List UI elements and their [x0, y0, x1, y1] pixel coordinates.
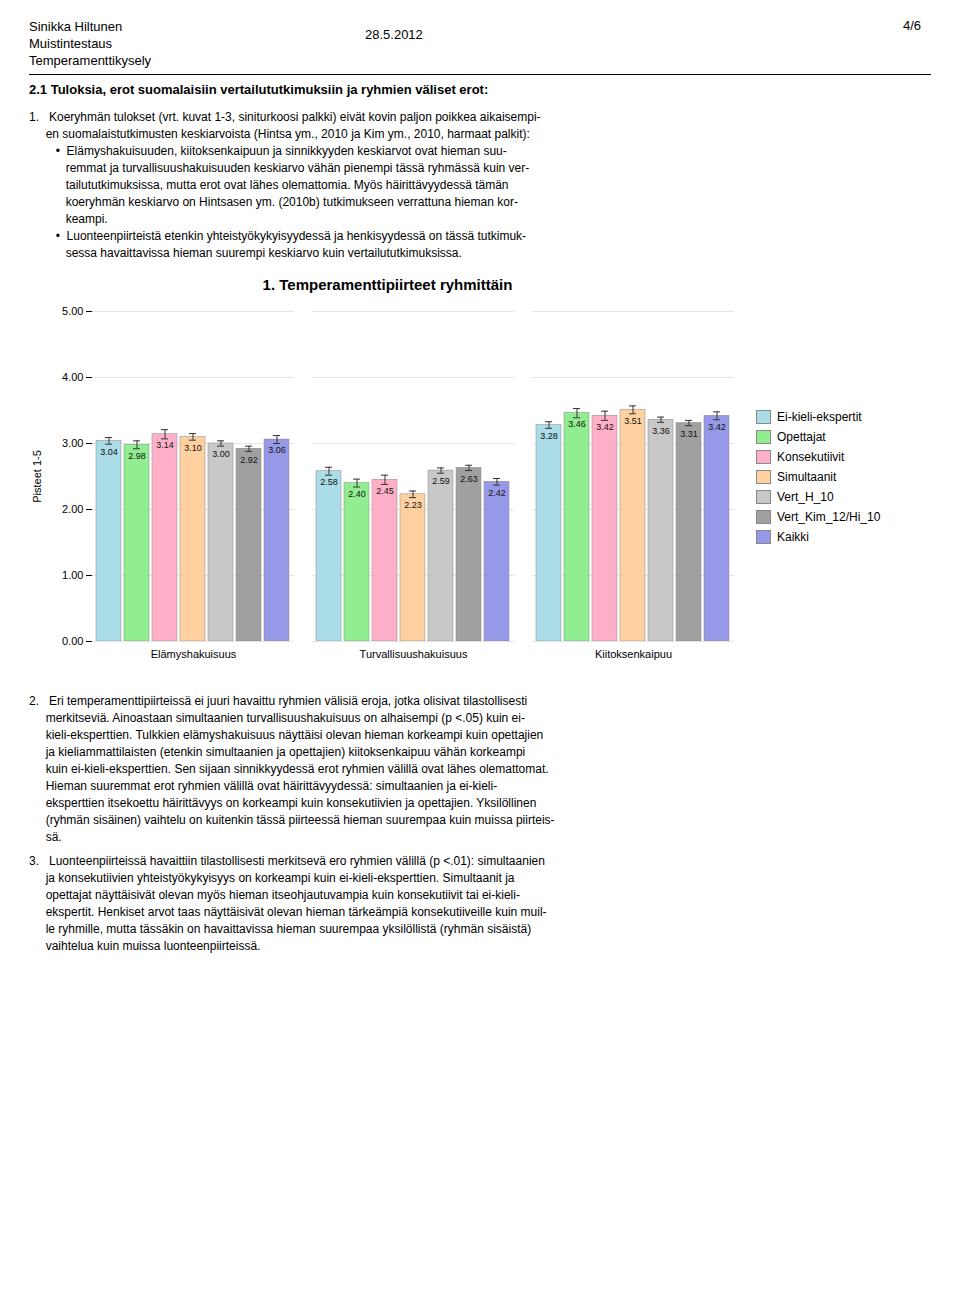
- html-text:Vert_H_10: Vert_H_10: [777, 489, 834, 504]
- svg-text:2.59: 2.59: [432, 476, 450, 486]
- svg-text:2.92: 2.92: [240, 455, 258, 465]
- html-text:Ei-kieli-ekspertit: Ei-kieli-ekspertit: [777, 409, 862, 424]
- html-text:Hieman suuremmat erot ryhmien: Hieman suuremmat erot ryhmien välillä ov…: [29, 779, 498, 793]
- html-text:en suomalaistutkimusten keskia: en suomalaistutkimusten keskiarvoista (H…: [29, 127, 530, 141]
- html-text:Vert_Kim_12/Hi_10: Vert_Kim_12/Hi_10: [777, 509, 881, 524]
- html-text:ja konsekutiivien yhteistyökyk: ja konsekutiivien yhteistyökykyisyys on …: [29, 871, 515, 885]
- svg-text:2.23: 2.23: [404, 500, 422, 510]
- svg-text:3.36: 3.36: [652, 426, 670, 436]
- html-text:kuin ei-kieli-eksperttien. Sen: kuin ei-kieli-eksperttien. Sen sijaan si…: [29, 762, 549, 776]
- html-text:Simultaanit: Simultaanit: [777, 469, 837, 484]
- html-text:sä.: sä.: [29, 830, 62, 844]
- html-text:Sinikka Hiltunen: Sinikka Hiltunen: [29, 19, 123, 34]
- svg-text:Turvallisuushakuisuus: Turvallisuushakuisuus: [360, 648, 468, 660]
- svg-text:2.00: 2.00: [62, 503, 83, 515]
- svg-text:2.45: 2.45: [376, 486, 394, 496]
- svg-text:2.40: 2.40: [348, 489, 366, 499]
- html-text:le ryhmille, mutta tässäkin on: le ryhmille, mutta tässäkin on havaittav…: [29, 922, 532, 936]
- html-text:2.1 Tuloksia, erot suomalaisii: 2.1 Tuloksia, erot suomalaisiin vertailu…: [29, 82, 489, 97]
- html-text:4/6: 4/6: [902, 18, 921, 33]
- svg-text:2.63: 2.63: [460, 474, 478, 484]
- svg-text:4.00: 4.00: [62, 371, 83, 383]
- html-text:eksperttien itsekoettu häiritt: eksperttien itsekoettu häirittävyys on k…: [29, 796, 537, 810]
- svg-text:5.00: 5.00: [62, 305, 83, 317]
- svg-text:Kiitoksenkaipuu: Kiitoksenkaipuu: [595, 648, 672, 660]
- html-text:keampi.: keampi.: [29, 212, 108, 226]
- html-text:merkitseviä. Ainoastaan simult: merkitseviä. Ainoastaan simultaanien tur…: [29, 711, 525, 725]
- svg-text:3.14: 3.14: [156, 440, 174, 450]
- svg-text:3.00: 3.00: [212, 449, 230, 459]
- svg-text:2.42: 2.42: [488, 488, 506, 498]
- html-text:kieli-eksperttien. Tulkkien el: kieli-eksperttien. Tulkkien elämyshakuis…: [29, 728, 544, 742]
- svg-text:Elämyshakuisuus: Elämyshakuisuus: [151, 648, 237, 660]
- html-text:sessa havaittavissa hieman suu: sessa havaittavissa hieman suurempi kesk…: [29, 246, 462, 260]
- html-text:3. Luonteenpiirteissä havaitti: 3. Luonteenpiirteissä havaittiin tilasto…: [29, 854, 545, 868]
- svg-text:2.98: 2.98: [128, 451, 146, 461]
- html-text:Kaikki: Kaikki: [777, 529, 809, 544]
- html-text:• Elämyshakuisuuden, kiitoksen: • Elämyshakuisuuden, kiitoksenkaipuun ja…: [29, 144, 507, 158]
- html-text:remmat ja turvallisuushakuisuu: remmat ja turvallisuushakuisuuden keskia…: [29, 161, 530, 175]
- svg-text:3.51: 3.51: [624, 416, 642, 426]
- svg-text:3.46: 3.46: [568, 419, 586, 429]
- html-text:1. Temperamenttipiirteet ryhmi: 1. Temperamenttipiirteet ryhmittäin: [262, 276, 513, 293]
- html-text:• Luonteenpiirteistä etenkin y: • Luonteenpiirteistä etenkin yhteistyöky…: [29, 229, 527, 243]
- svg-text:3.04: 3.04: [100, 447, 118, 457]
- svg-text:3.10: 3.10: [184, 443, 202, 453]
- html-text:(ryhmän sisäinen) vaihtelu on: (ryhmän sisäinen) vaihtelu on kuitenkin …: [29, 813, 555, 827]
- svg-text:Pisteet 1-5: Pisteet 1-5: [31, 450, 43, 503]
- svg-text:3.28: 3.28: [540, 431, 558, 441]
- svg-text:0.00: 0.00: [62, 635, 83, 647]
- html-text:opettajat näyttäisivät olevan: opettajat näyttäisivät olevan myös hiema…: [29, 888, 520, 902]
- html-text:Konsekutiivit: Konsekutiivit: [777, 449, 845, 464]
- svg-text:3.00: 3.00: [62, 437, 83, 449]
- html-text:Muistintestaus: Muistintestaus: [29, 36, 113, 51]
- svg-text:3.42: 3.42: [596, 422, 614, 432]
- svg-text:3.31: 3.31: [680, 429, 698, 439]
- html-text:28.5.2012: 28.5.2012: [365, 27, 423, 42]
- html-text:ja kieliammattilaisten (etenki: ja kieliammattilaisten (etenkin simultaa…: [29, 745, 526, 759]
- html-text:Temperamenttikysely: Temperamenttikysely: [29, 53, 152, 68]
- svg-text:2.58: 2.58: [320, 477, 338, 487]
- svg-text:3.42: 3.42: [708, 422, 726, 432]
- html-text:Opettajat: Opettajat: [777, 429, 826, 444]
- svg-text:1.00: 1.00: [62, 569, 83, 581]
- html-text:tailututkimuksissa, mutta erot: tailututkimuksissa, mutta erot ovat lähe…: [29, 178, 509, 192]
- html-text:2. Eri temperamenttipiirteissä: 2. Eri temperamenttipiirteissä ei juuri …: [29, 694, 528, 708]
- html-text:vaihtelua kuin muissa luonteen: vaihtelua kuin muissa luonteenpiirteissä…: [29, 939, 261, 953]
- html-text:1. Koeryhmän tulokset (vrt. ku: 1. Koeryhmän tulokset (vrt. kuvat 1-3, s…: [29, 110, 541, 124]
- html-text:ekspertit. Henkiset arvot taas: ekspertit. Henkiset arvot taas näyttäisi…: [29, 905, 547, 919]
- html-text:koeryhmän keskiarvo on Hintsas: koeryhmän keskiarvo on Hintsasen ym. (20…: [29, 195, 518, 209]
- svg-text:3.06: 3.06: [268, 445, 286, 455]
